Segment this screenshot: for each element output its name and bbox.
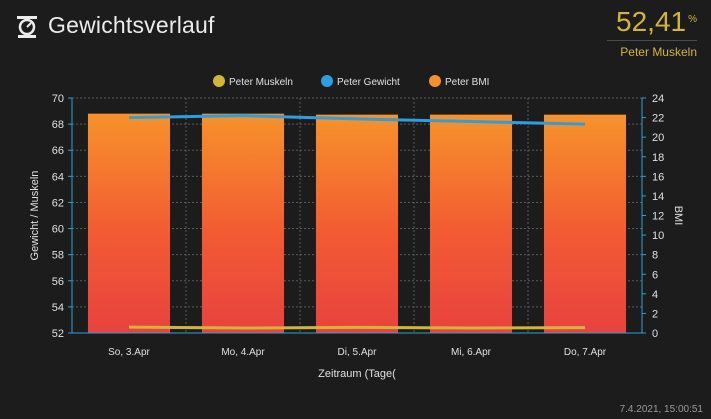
bmi-bar xyxy=(543,114,627,333)
y2-tick-label: 10 xyxy=(652,230,664,242)
y2-tick-label: 6 xyxy=(652,269,658,281)
y2-tick-label: 18 xyxy=(652,152,664,164)
y-tick-label: 52 xyxy=(52,328,64,340)
y2-tick-label: 20 xyxy=(652,132,664,144)
current-value-box: 52,41% Peter Muskeln xyxy=(607,6,697,59)
current-unit: % xyxy=(688,14,697,25)
header: Gewichtsverlauf xyxy=(14,12,215,39)
legend-marker xyxy=(321,75,333,87)
current-value: 52,41 xyxy=(616,6,687,37)
legend-label: Peter BMI xyxy=(445,77,489,88)
legend-marker xyxy=(429,75,441,87)
y-axis-title: Gewicht / Muskeln xyxy=(29,171,41,261)
y2-tick-label: 0 xyxy=(652,328,658,340)
y-tick-label: 60 xyxy=(52,224,64,236)
current-value-label: Peter Muskeln xyxy=(620,45,697,59)
y2-tick-label: 8 xyxy=(652,250,658,262)
x-tick-label: Mo, 4.Apr xyxy=(221,347,265,358)
bmi-bar xyxy=(315,114,399,333)
value-divider xyxy=(607,40,697,41)
page-title: Gewichtsverlauf xyxy=(48,12,215,38)
y2-tick-label: 2 xyxy=(652,308,658,320)
y2-tick-label: 16 xyxy=(652,171,664,183)
y-tick-label: 64 xyxy=(52,171,64,183)
bmi-bar xyxy=(429,114,513,333)
legend-label: Peter Gewicht xyxy=(337,77,400,88)
y2-tick-label: 12 xyxy=(652,211,664,223)
y-tick-label: 70 xyxy=(52,93,64,105)
x-axis-title: Zeitraum (Tage( xyxy=(318,368,396,380)
y-tick-label: 62 xyxy=(52,197,64,209)
y2-tick-label: 22 xyxy=(652,113,664,125)
bmi-bar xyxy=(201,113,285,334)
peter-muskeln-line xyxy=(128,325,586,330)
y-tick-label: 54 xyxy=(52,302,64,314)
peter-gewicht-line xyxy=(128,114,586,126)
legend-marker xyxy=(213,75,225,87)
x-tick-label: Mi, 6.Apr xyxy=(451,347,492,358)
x-tick-label: Do, 7.Apr xyxy=(564,347,607,358)
y-tick-label: 58 xyxy=(52,250,64,262)
legend-label: Peter Muskeln xyxy=(229,77,293,88)
scale-icon xyxy=(17,15,37,38)
y-tick-label: 56 xyxy=(52,276,64,288)
y2-tick-label: 4 xyxy=(652,289,658,301)
x-tick-label: So, 3.Apr xyxy=(108,347,150,358)
x-tick-label: Di, 5.Apr xyxy=(338,347,378,358)
y2-tick-label: 24 xyxy=(652,93,664,105)
y-tick-label: 66 xyxy=(52,145,64,157)
y-tick-label: 68 xyxy=(52,119,64,131)
last-update-timestamp: 7.4.2021, 15:00:51 xyxy=(619,404,703,415)
bmi-bar xyxy=(87,113,171,334)
y2-axis-title: BMI xyxy=(672,206,684,226)
y2-tick-label: 14 xyxy=(652,191,664,203)
